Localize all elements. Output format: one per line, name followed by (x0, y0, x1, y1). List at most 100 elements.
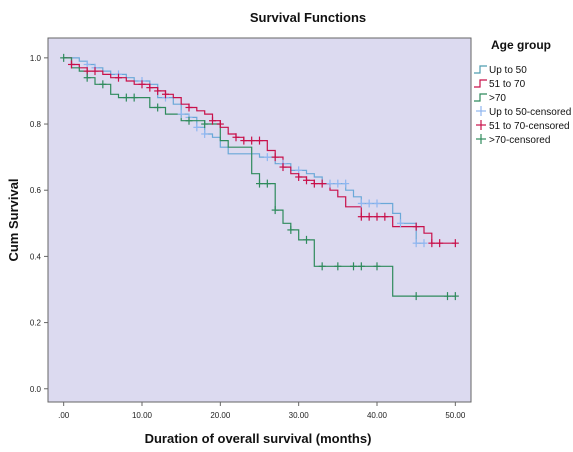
censor-mark-1 (428, 239, 436, 248)
censor-mark-2 (130, 93, 138, 102)
y-tick-label: 0.8 (30, 120, 42, 129)
censor-mark-0 (365, 199, 373, 208)
x-axis-title: Duration of overall survival (months) (145, 431, 372, 446)
censor-mark-0 (373, 199, 381, 208)
censor-mark-1 (318, 179, 326, 188)
censor-mark-2 (83, 73, 91, 82)
legend-label: Up to 50-censored (489, 107, 571, 118)
censor-mark-2 (201, 120, 209, 129)
censor-mark-2 (122, 93, 130, 102)
censor-marks (60, 53, 459, 301)
legend-step-icon (474, 65, 487, 74)
censor-mark-0 (201, 129, 209, 138)
y-tick-label: 1.0 (30, 54, 42, 63)
censor-mark-1 (216, 120, 224, 129)
y-axis: 0.0 0.2 0.4 0.6 0.8 1.0 (30, 54, 48, 394)
legend-label: 51 to 70 (489, 79, 526, 90)
censor-mark-2 (271, 206, 279, 215)
y-tick-label: 0.0 (30, 385, 42, 394)
censor-mark-1 (68, 60, 75, 69)
x-axis: .00 10.00 20.00 30.00 40.00 50.00 (58, 402, 466, 420)
censor-mark-2 (444, 292, 451, 301)
censor-mark-1 (232, 133, 240, 142)
y-axis-title: Cum Survival (6, 178, 21, 261)
censor-mark-0 (263, 153, 271, 162)
legend-label: >70 (489, 93, 506, 104)
censor-mark-1 (146, 83, 154, 92)
legend-label: 51 to 70-censored (489, 121, 570, 132)
legend-entry: 51 to 70-censored (476, 120, 570, 132)
legend-entry: 51 to 70 (474, 79, 526, 90)
x-tick-label: 10.00 (132, 411, 153, 420)
censor-mark-2 (256, 179, 263, 188)
legend-label: >70-censored (489, 135, 550, 146)
legend-entry: >70-censored (476, 134, 550, 146)
censor-mark-1 (256, 136, 263, 145)
censor-mark-1 (373, 212, 381, 221)
censor-mark-2 (412, 292, 420, 301)
censor-mark-0 (412, 239, 420, 248)
censor-mark-2 (303, 235, 310, 244)
censor-mark-2 (263, 179, 271, 188)
censor-mark-1 (115, 73, 122, 82)
censor-mark-1 (91, 67, 99, 76)
legend-entry: Up to 50-censored (476, 106, 571, 118)
censor-mark-1 (365, 212, 373, 221)
censor-mark-2 (373, 262, 381, 271)
censor-mark-2 (451, 292, 459, 301)
legend-entry: Up to 50 (474, 65, 527, 76)
censor-mark-0 (342, 179, 350, 188)
censor-mark-2 (60, 53, 68, 62)
censor-mark-0 (326, 179, 334, 188)
censor-mark-1 (381, 212, 389, 221)
censor-mark-0 (177, 110, 185, 119)
censor-mark-0 (334, 179, 342, 188)
x-tick-label: .00 (58, 411, 70, 420)
censor-mark-0 (193, 123, 201, 132)
censor-mark-0 (420, 239, 428, 248)
legend: Up to 50 51 to 70 >70 Up to 50-censored 51 t… (474, 65, 571, 146)
censor-mark-1 (357, 212, 365, 221)
censor-mark-1 (279, 163, 287, 172)
censor-mark-1 (162, 90, 169, 99)
censor-mark-1 (271, 153, 279, 162)
censor-mark-0 (357, 199, 365, 208)
censor-mark-2 (99, 80, 107, 89)
censor-mark-0 (397, 219, 404, 228)
censor-mark-2 (334, 262, 342, 271)
legend-title: Age group (491, 38, 551, 52)
censor-mark-2 (154, 103, 162, 112)
censor-mark-1 (154, 86, 162, 95)
censor-mark-2 (357, 262, 365, 271)
censor-mark-2 (287, 225, 295, 234)
censor-mark-1 (295, 172, 303, 181)
censor-mark-1 (248, 136, 256, 145)
censor-mark-1 (303, 176, 310, 185)
censor-mark-2 (318, 262, 326, 271)
legend-step-icon (474, 93, 487, 102)
legend-entry: >70 (474, 93, 506, 104)
x-tick-label: 40.00 (367, 411, 388, 420)
censor-mark-1 (310, 179, 318, 188)
censor-mark-1 (209, 116, 216, 125)
x-tick-label: 50.00 (445, 411, 466, 420)
series-line-1 (63, 57, 456, 244)
legend-label: Up to 50 (489, 65, 527, 76)
y-tick-label: 0.6 (30, 186, 42, 195)
chart-title: Survival Functions (250, 10, 366, 25)
x-tick-label: 30.00 (289, 411, 310, 420)
censor-mark-1 (451, 239, 459, 248)
censor-mark-1 (240, 136, 248, 145)
censor-mark-1 (436, 239, 444, 248)
censor-mark-1 (412, 222, 420, 231)
y-tick-label: 0.2 (30, 319, 42, 328)
plot-area (47, 37, 472, 403)
legend-step-icon (474, 79, 487, 88)
censor-mark-2 (350, 262, 357, 271)
censor-mark-1 (185, 103, 193, 112)
censor-mark-1 (138, 80, 146, 89)
y-tick-label: 0.4 (30, 252, 42, 261)
x-tick-label: 20.00 (210, 411, 231, 420)
censor-mark-2 (185, 116, 193, 125)
